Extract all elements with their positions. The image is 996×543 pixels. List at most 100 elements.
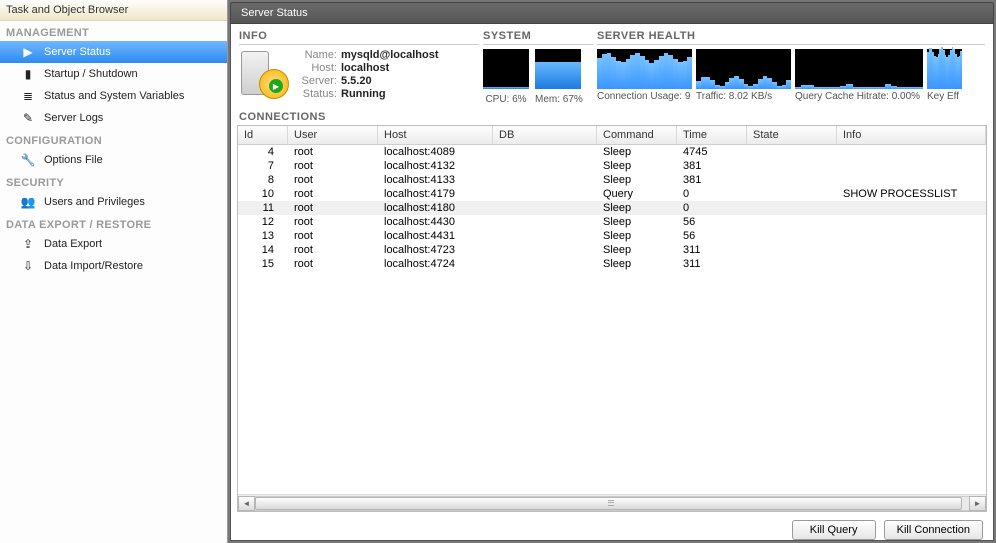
nav-item[interactable]: ✎ Server Logs <box>0 107 227 129</box>
nav-label: Server Logs <box>44 112 103 124</box>
cell <box>747 145 837 159</box>
nav-item[interactable]: ≣ Status and System Variables <box>0 85 227 107</box>
health-label: Connection Usage: 9 <box>597 91 692 102</box>
nav-label: Status and System Variables <box>44 90 184 102</box>
cell: 8 <box>238 173 288 187</box>
nav-icon: 👥 <box>20 194 36 210</box>
nav-item[interactable]: ⇩Data Import/Restore <box>0 255 227 277</box>
kill-connection-button[interactable]: Kill Connection <box>884 520 983 540</box>
cell: 56 <box>677 215 747 229</box>
cell: 14 <box>238 243 288 257</box>
health-card: Connection Usage: 9 <box>597 49 692 102</box>
cell <box>747 187 837 201</box>
cell: 0 <box>677 187 747 201</box>
cell <box>747 173 837 187</box>
cell: 15 <box>238 257 288 271</box>
section-header: DATA EXPORT / RESTORE <box>0 213 227 233</box>
info-status-value: Running <box>341 88 439 100</box>
nav-icon: ▮ <box>20 66 36 82</box>
main-panel: Server Status INFO ▶ Name: mysqld@loc <box>228 0 996 543</box>
nav-label: Server Status <box>44 46 111 58</box>
scroll-thumb[interactable] <box>255 497 962 510</box>
cell <box>493 229 597 243</box>
nav-item[interactable]: ▮Startup / Shutdown <box>0 63 227 85</box>
cell: localhost:4723 <box>378 243 493 257</box>
table-row[interactable]: 15rootlocalhost:4724Sleep311 <box>238 257 986 271</box>
cell: 12 <box>238 215 288 229</box>
table-row[interactable]: 12rootlocalhost:4430Sleep56 <box>238 215 986 229</box>
nav-icon: ✎ <box>20 110 36 126</box>
cell: localhost:4430 <box>378 215 493 229</box>
nav-icon: ≣ <box>20 88 36 104</box>
server-health-panel: SERVER HEALTH Connection Usage: 9 Traffic… <box>597 30 985 105</box>
cell: 13 <box>238 229 288 243</box>
cell: localhost:4179 <box>378 187 493 201</box>
table-row[interactable]: 13rootlocalhost:4431Sleep56 <box>238 229 986 243</box>
table-row[interactable]: 8rootlocalhost:4133Sleep381 <box>238 173 986 187</box>
col-user[interactable]: User <box>288 126 378 144</box>
nav-item[interactable]: 🔧Options File <box>0 149 227 171</box>
section-header: CONFIGURATION <box>0 129 227 149</box>
info-panel: INFO ▶ Name: mysqld@localhost Host: loca… <box>239 30 479 105</box>
table-row[interactable]: 7rootlocalhost:4132Sleep381 <box>238 159 986 173</box>
scroll-right-icon[interactable]: ► <box>969 496 986 511</box>
cell <box>837 257 986 271</box>
col-cmd[interactable]: Command <box>597 126 677 144</box>
cell <box>493 159 597 173</box>
cell: 11 <box>238 201 288 215</box>
cell: Sleep <box>597 243 677 257</box>
task-object-browser: Task and Object Browser MANAGEMENT▶Serve… <box>0 0 228 543</box>
col-time[interactable]: Time <box>677 126 747 144</box>
col-db[interactable]: DB <box>493 126 597 144</box>
health-card: Traffic: 8.02 KB/s <box>696 49 791 102</box>
cell: localhost:4724 <box>378 257 493 271</box>
cell: 381 <box>677 159 747 173</box>
connections-table: Id User Host DB Command Time State Info … <box>237 125 987 512</box>
nav-icon: ⇩ <box>20 258 36 274</box>
cell <box>493 201 597 215</box>
scroll-track[interactable] <box>255 496 969 511</box>
col-info[interactable]: Info <box>837 126 986 144</box>
info-host-value: localhost <box>341 62 439 74</box>
col-id[interactable]: Id <box>238 126 288 144</box>
cell: 381 <box>677 173 747 187</box>
nav-item[interactable]: ▶Server Status <box>0 41 227 63</box>
cell <box>493 257 597 271</box>
cell <box>747 201 837 215</box>
col-state[interactable]: State <box>747 126 837 144</box>
cell <box>747 159 837 173</box>
cell: SHOW PROCESSLIST <box>837 187 986 201</box>
cell: 311 <box>677 257 747 271</box>
nav-icon: 🔧 <box>20 152 36 168</box>
action-buttons: Kill Query Kill Connection <box>231 512 993 540</box>
info-host-label: Host: <box>293 62 337 74</box>
info-server-value: 5.5.20 <box>341 75 439 87</box>
cell: root <box>288 215 378 229</box>
cell: localhost:4133 <box>378 173 493 187</box>
info-heading: INFO <box>239 30 479 45</box>
table-row[interactable]: 4rootlocalhost:4089Sleep4745 <box>238 145 986 159</box>
table-row[interactable]: 10rootlocalhost:4179Query0SHOW PROCESSLI… <box>238 187 986 201</box>
cell: 4745 <box>677 145 747 159</box>
table-row[interactable]: 11rootlocalhost:4180Sleep0 <box>238 201 986 215</box>
table-row[interactable]: 14rootlocalhost:4723Sleep311 <box>238 243 986 257</box>
info-server-label: Server: <box>293 75 337 87</box>
cell: localhost:4132 <box>378 159 493 173</box>
mem-card: Mem: 67% <box>535 49 583 105</box>
nav-item[interactable]: ⇪Data Export <box>0 233 227 255</box>
nav-item[interactable]: 👥Users and Privileges <box>0 191 227 213</box>
mem-spark <box>535 49 581 89</box>
cell: 56 <box>677 229 747 243</box>
main-body: INFO ▶ Name: mysqld@localhost Host: loca… <box>230 24 994 541</box>
kill-query-button[interactable]: Kill Query <box>792 520 876 540</box>
mem-label: Mem: 67% <box>535 94 583 105</box>
h-scrollbar[interactable]: ◄ ► <box>238 494 986 511</box>
cell <box>837 229 986 243</box>
cpu-spark <box>483 49 529 89</box>
col-host[interactable]: Host <box>378 126 493 144</box>
cell: localhost:4180 <box>378 201 493 215</box>
health-heading: SERVER HEALTH <box>597 30 985 45</box>
cell: 311 <box>677 243 747 257</box>
scroll-left-icon[interactable]: ◄ <box>238 496 255 511</box>
cell <box>837 173 986 187</box>
